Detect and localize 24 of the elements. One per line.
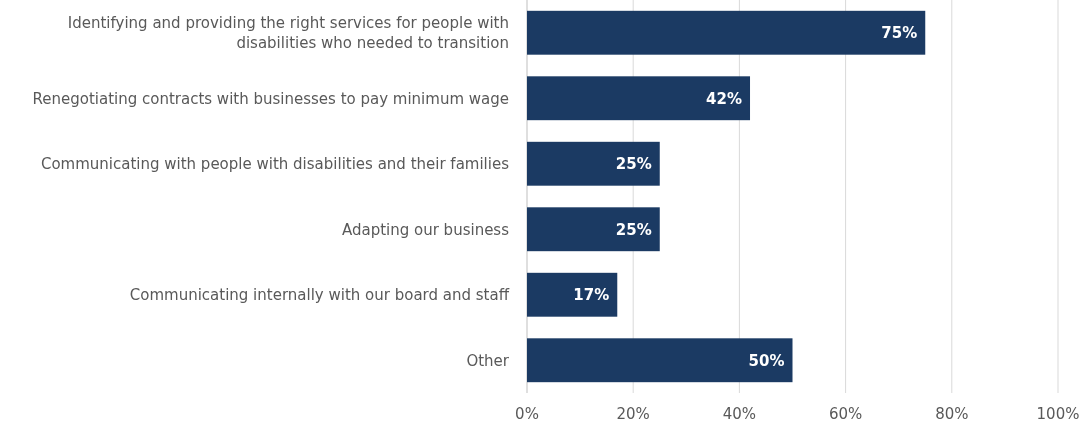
y-tick-label: Communicating internally with our board and staff <box>129 286 510 304</box>
data-label: 50% <box>748 351 785 370</box>
bar <box>527 141 660 186</box>
x-tick-label: 0% <box>515 405 539 423</box>
y-tick-label: Other <box>466 351 510 370</box>
bar <box>527 76 751 121</box>
bar <box>527 10 926 55</box>
data-label: 25% <box>615 220 652 239</box>
y-tick-label: Identifying and providing the right services for people with disabilities who needed to transition <box>67 14 509 52</box>
data-label: 75% <box>881 24 918 42</box>
x-tick-label: 40% <box>722 405 757 423</box>
x-tick-label: 60% <box>828 405 863 423</box>
data-label: 17% <box>573 286 610 304</box>
bar <box>527 272 618 317</box>
y-tick-label: Adapting our business <box>341 220 510 239</box>
bar <box>527 338 793 383</box>
bar <box>527 207 660 252</box>
y-tick-label: Communicating with people with disabilities and their families <box>40 155 510 173</box>
data-label: 25% <box>615 155 652 173</box>
data-label: 42% <box>706 89 743 108</box>
y-tick-label: Renegotiating contracts with businesses to pay minimum wage <box>32 89 509 108</box>
x-tick-label: 20% <box>616 405 650 423</box>
x-tick-label: 100% <box>1036 405 1080 423</box>
x-tick-label: 80% <box>935 405 969 423</box>
